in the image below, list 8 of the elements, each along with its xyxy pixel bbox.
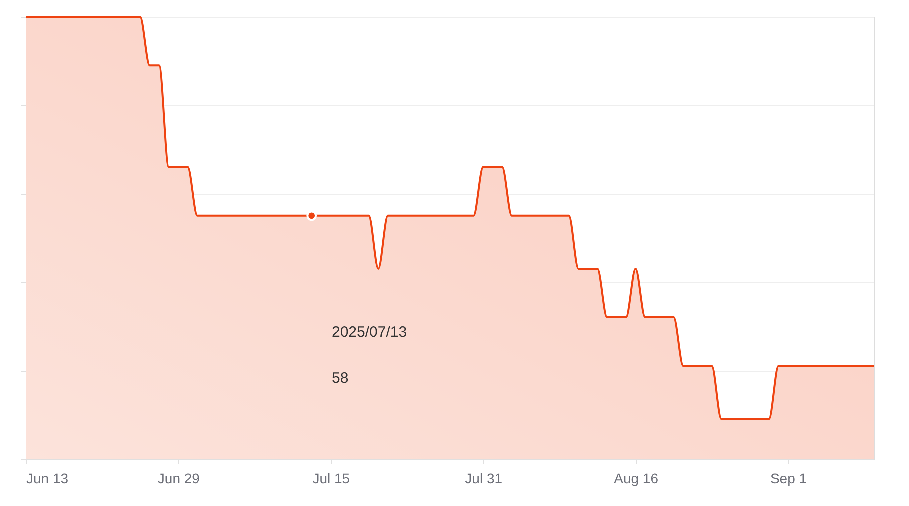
x-tick-label: Jul 31 — [465, 470, 503, 486]
x-tick-label: Aug 16 — [614, 470, 659, 486]
x-tick-label: Jul 15 — [312, 470, 350, 486]
x-tick-label: Jun 13 — [26, 470, 69, 486]
x-tick-label: Sep 1 — [770, 470, 808, 486]
annotation: 2025/07/13 — [332, 324, 408, 341]
x-tick-label: Jun 29 — [158, 470, 200, 486]
annotation: 58 — [332, 370, 349, 387]
